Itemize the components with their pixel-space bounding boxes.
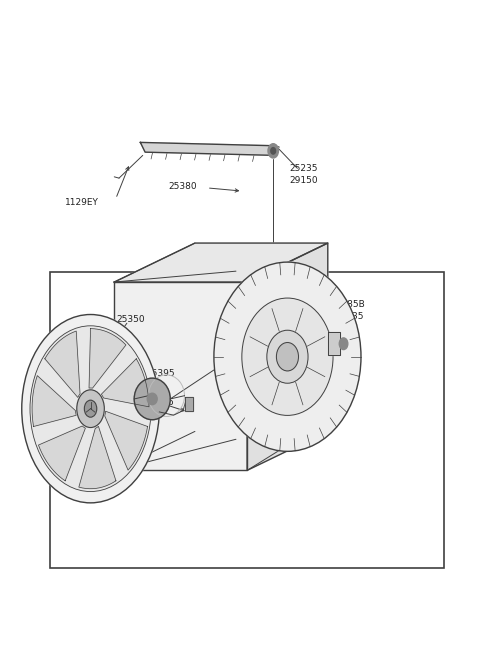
Polygon shape [140, 142, 276, 155]
Text: 25380: 25380 [169, 182, 197, 191]
Ellipse shape [242, 298, 333, 415]
Polygon shape [114, 282, 247, 470]
Polygon shape [45, 331, 80, 398]
Polygon shape [105, 411, 147, 470]
Ellipse shape [214, 262, 361, 451]
Text: 25350: 25350 [117, 315, 145, 324]
Polygon shape [328, 332, 340, 355]
Polygon shape [38, 426, 85, 481]
Ellipse shape [147, 393, 157, 405]
Text: 1129EY: 1129EY [64, 198, 98, 207]
Polygon shape [89, 329, 126, 388]
Polygon shape [101, 359, 149, 407]
Polygon shape [247, 243, 328, 470]
Text: 25395A: 25395A [46, 439, 80, 447]
Text: 25386: 25386 [145, 398, 174, 407]
Circle shape [84, 400, 97, 417]
Circle shape [22, 314, 159, 503]
Ellipse shape [276, 343, 299, 371]
Polygon shape [114, 243, 328, 282]
Text: 25235: 25235 [290, 164, 318, 173]
Polygon shape [185, 397, 192, 411]
Bar [50, 272, 444, 568]
Text: 29150: 29150 [290, 176, 318, 185]
Text: 25385B: 25385B [330, 300, 365, 309]
Circle shape [271, 147, 276, 154]
Circle shape [339, 338, 348, 350]
Circle shape [77, 390, 104, 428]
Text: 25235: 25235 [335, 312, 363, 321]
Circle shape [268, 143, 278, 158]
Ellipse shape [134, 378, 170, 420]
Polygon shape [79, 426, 116, 489]
Polygon shape [32, 375, 76, 426]
Text: 25231: 25231 [73, 352, 101, 361]
Ellipse shape [267, 330, 308, 383]
Text: 25395: 25395 [146, 369, 175, 378]
Circle shape [30, 326, 151, 491]
